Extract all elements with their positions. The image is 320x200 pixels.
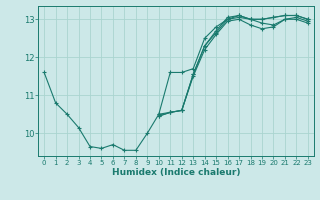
X-axis label: Humidex (Indice chaleur): Humidex (Indice chaleur) — [112, 168, 240, 177]
